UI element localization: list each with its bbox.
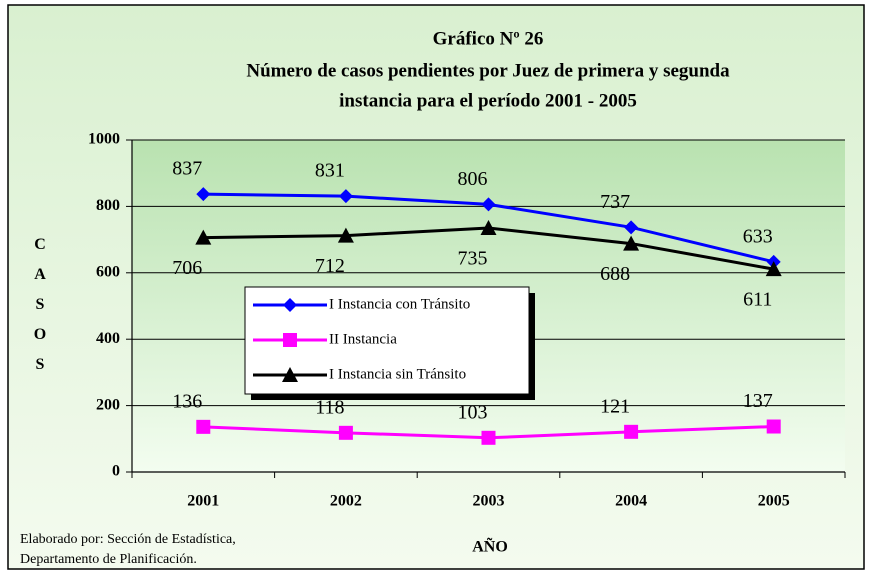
data-label: 737 [600, 191, 630, 213]
data-label: 121 [600, 395, 630, 417]
marker [766, 419, 781, 434]
y-tick-label: 800 [96, 197, 120, 214]
x-tick-label: 2001 [187, 493, 219, 510]
marker [338, 189, 353, 204]
x-tick-label: 2003 [473, 493, 505, 510]
x-tick-label: 2005 [758, 493, 790, 510]
data-label: 837 [172, 158, 202, 180]
marker [624, 220, 639, 235]
data-label: 706 [172, 257, 202, 279]
data-label: 103 [458, 401, 488, 423]
data-label: 611 [743, 289, 772, 311]
legend-label: I Instancia sin Tránsito [329, 366, 466, 382]
marker [283, 333, 297, 347]
marker [481, 197, 496, 212]
y-tick-label: 200 [96, 396, 120, 413]
y-tick-label: 0 [112, 463, 120, 480]
marker [338, 425, 353, 440]
marker [623, 235, 640, 251]
marker [196, 419, 211, 434]
marker [283, 298, 297, 312]
data-label: 806 [458, 168, 488, 190]
marker [196, 187, 211, 202]
data-label: 118 [315, 396, 344, 418]
data-label: 712 [315, 255, 345, 277]
y-tick-label: 1000 [88, 131, 120, 148]
marker [481, 430, 496, 445]
data-label: 136 [172, 390, 202, 412]
marker [765, 261, 782, 277]
note: Departamento de Planificación. [20, 552, 197, 567]
chart-title: Gráfico Nº 26 [433, 28, 544, 49]
y-tick-label: 400 [96, 330, 120, 347]
data-label: 137 [743, 390, 773, 412]
legend-label: I Instancia con Tránsito [329, 296, 470, 312]
data-label: 633 [743, 225, 773, 247]
data-label: 735 [458, 248, 488, 270]
legend-label: II Instancia [329, 331, 397, 347]
marker [337, 227, 354, 243]
marker [195, 229, 212, 245]
marker [282, 367, 298, 382]
note: Elaborado por: Sección de Estadística, [20, 532, 236, 547]
x-tick-label: 2002 [330, 493, 362, 510]
marker [624, 424, 639, 439]
x-axis-label: AÑO [472, 537, 508, 556]
marker [480, 219, 497, 235]
chart-subtitle: instancia para el período 2001 - 2005 [339, 90, 637, 111]
x-tick-label: 2004 [615, 493, 647, 510]
data-label: 831 [315, 160, 345, 182]
y-tick-label: 600 [96, 263, 120, 280]
data-label: 688 [600, 263, 630, 285]
chart-subtitle: Número de casos pendientes por Juez de p… [246, 60, 730, 81]
